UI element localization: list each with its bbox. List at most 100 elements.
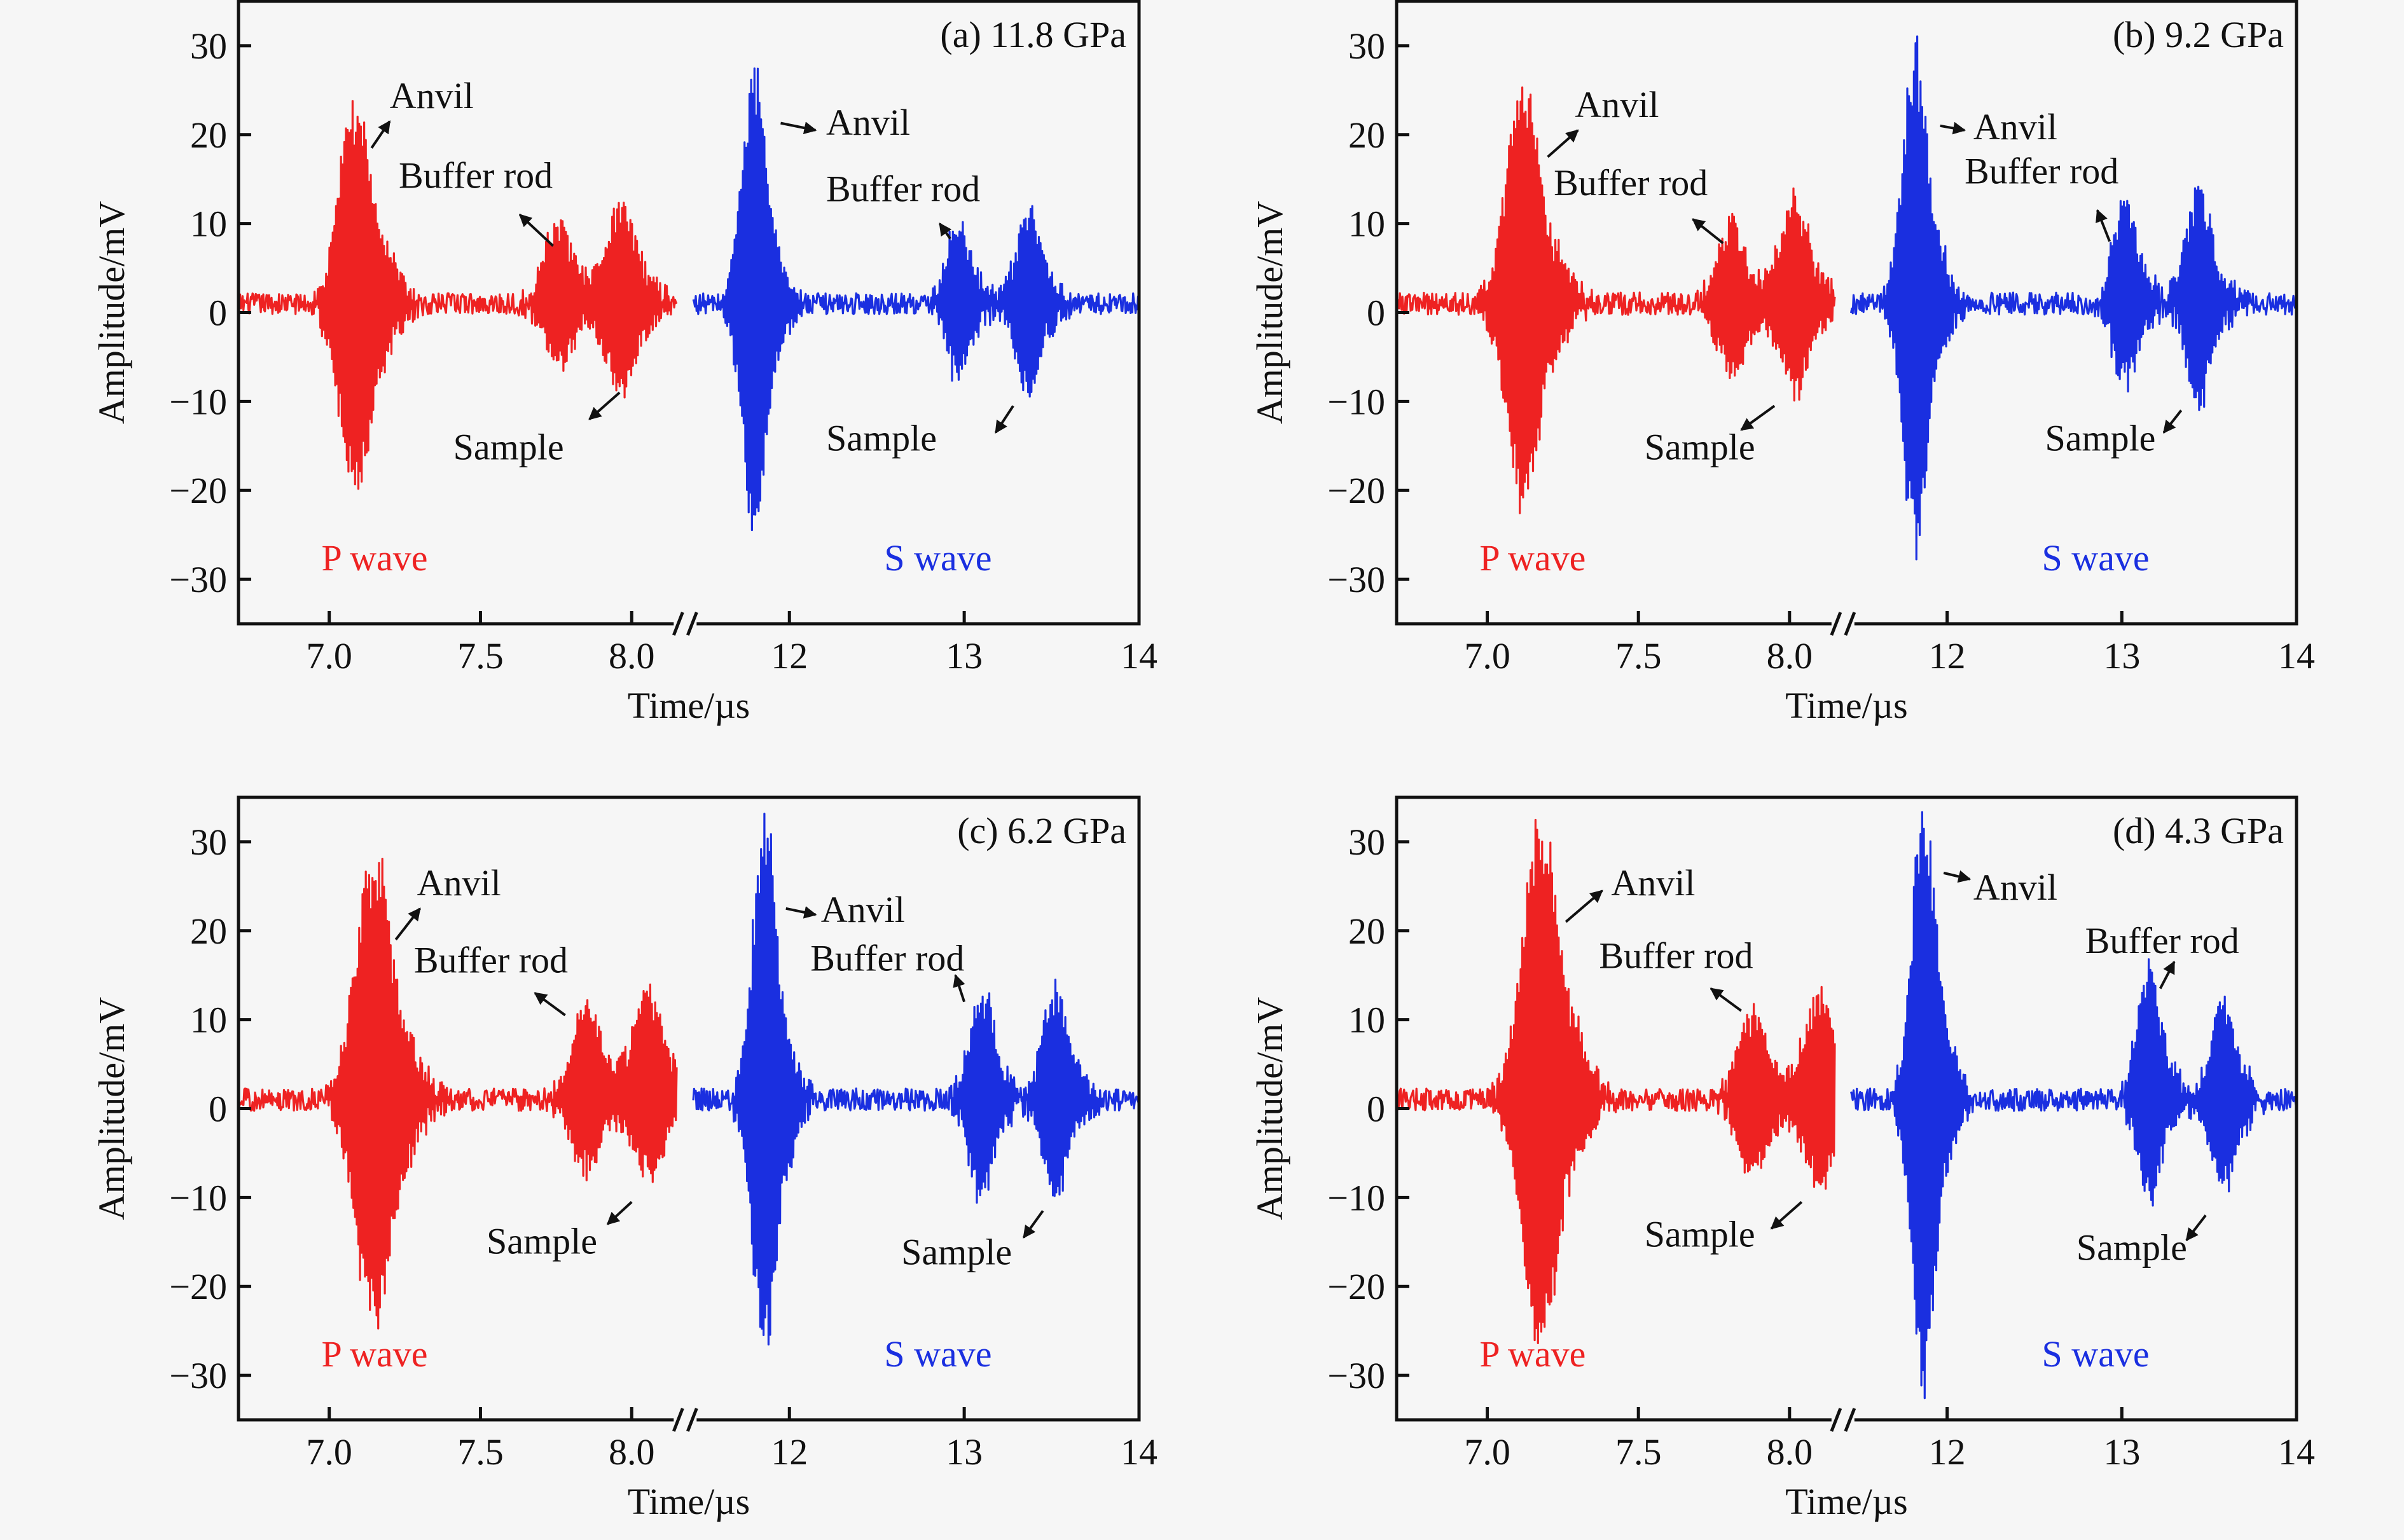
axis-break-slash <box>1844 1408 1856 1432</box>
trace-s-wave <box>1850 35 2297 561</box>
y-tick-label: 20 <box>190 911 227 952</box>
wave-label: S wave <box>884 1333 991 1375</box>
annotation-label: Sample <box>826 417 937 458</box>
annotation-sample: Sample <box>826 405 1014 458</box>
annotation-buffer-rod: Buffer rod <box>414 940 568 1017</box>
y-tick-label: 30 <box>1348 25 1385 67</box>
annotation-arrow <box>2185 1214 2207 1242</box>
annotation-label: Sample <box>487 1220 597 1262</box>
y-tick-label: 0 <box>209 1089 227 1130</box>
annotation-label: Sample <box>2045 417 2155 458</box>
annotation-buffer-rod: Buffer rod <box>810 938 966 1003</box>
y-tick-label: 20 <box>190 114 227 156</box>
annotation-buffer-rod: Buffer rod <box>2085 920 2239 989</box>
x-axis-title: Time/µs <box>628 685 750 726</box>
panel-label: (b) 9.2 GPa <box>2113 14 2284 55</box>
x-tick-label: 7.0 <box>1464 635 1510 677</box>
trace-s-wave <box>692 813 1140 1346</box>
y-axis-title: Amplitude/mV <box>1249 201 1290 424</box>
y-tick-label: −10 <box>169 381 227 422</box>
x-tick-label: 12 <box>1929 1431 1966 1473</box>
annotation-sample: Sample <box>1645 404 1776 467</box>
wave-label: S wave <box>2042 537 2150 579</box>
annotation-arrow <box>588 391 621 420</box>
y-tick-label: 30 <box>1348 822 1385 863</box>
annotation-arrow <box>1022 1210 1044 1239</box>
annotation-anvil: Anvil <box>370 75 474 149</box>
annotation-label: Anvil <box>1973 106 2057 148</box>
x-tick-label: 7.5 <box>1615 635 1662 677</box>
y-tick-label: −30 <box>169 1355 227 1396</box>
annotation-label: Buffer rod <box>399 155 553 196</box>
x-tick-label: 13 <box>2103 1431 2140 1473</box>
x-tick-label: 13 <box>946 635 983 677</box>
y-tick-label: −20 <box>169 470 227 511</box>
annotation-arrow <box>1547 129 1579 158</box>
annotation-label: Sample <box>1645 426 1755 467</box>
x-tick-label: 8.0 <box>1767 1431 1813 1473</box>
annotation-anvil: Anvil <box>1565 862 1696 923</box>
y-tick-label: 30 <box>190 822 227 863</box>
x-tick-label: 7.0 <box>306 635 352 677</box>
annotation-buffer-rod: Buffer rod <box>1965 151 2118 242</box>
x-axis-title: Time/µs <box>628 1481 750 1522</box>
annotation-arrow <box>939 222 952 240</box>
y-axis-title: Amplitude/mV <box>91 201 132 424</box>
annotation-label: Sample <box>901 1231 1012 1272</box>
annotation-arrow <box>994 405 1014 434</box>
panel-label: (c) 6.2 GPa <box>957 810 1126 851</box>
annotation-label: Buffer rod <box>1554 162 1708 203</box>
y-tick-label: −30 <box>169 559 227 600</box>
panel-label: (a) 11.8 GPa <box>940 14 1126 55</box>
trace-p-wave <box>1395 86 1836 514</box>
annotation-label: Anvil <box>417 862 501 904</box>
trace-p-wave <box>1395 818 1836 1344</box>
annotation-arrow <box>1770 1200 1803 1230</box>
annotation-buffer-rod: Buffer rod <box>399 155 554 247</box>
axis-break-mark <box>672 1408 698 1432</box>
annotation-anvil: Anvil <box>1547 84 1659 158</box>
trace-p-wave <box>237 100 678 490</box>
x-tick-label: 12 <box>771 635 808 677</box>
annotation-arrow <box>394 907 421 940</box>
annotation-arrow <box>606 1200 633 1225</box>
annotation-arrow <box>1565 890 1603 923</box>
axis-break-slash <box>686 1408 698 1432</box>
annotation-arrow <box>785 906 817 919</box>
chart-panel-a: 30 20 10 0 −10 −20 −30 7.0 7.5 8.0 12 13 14 Time/µs Am… <box>91 0 1157 726</box>
annotation-label: Sample <box>453 426 564 467</box>
y-tick-label: 10 <box>190 1000 227 1041</box>
annotation-anvil: Anvil <box>394 862 501 940</box>
annotation-label: Buffer rod <box>810 938 964 979</box>
annotation-anvil: Anvil <box>780 102 910 143</box>
annotation-label: Buffer rod <box>414 940 568 981</box>
annotation-sample: Sample <box>453 391 621 467</box>
y-tick-label: 10 <box>190 203 227 245</box>
y-tick-label: −10 <box>169 1177 227 1218</box>
axis-break-slash <box>1844 612 1856 636</box>
annotation-arrow <box>2096 209 2111 242</box>
x-tick-label: 12 <box>771 1431 808 1473</box>
annotation-arrow <box>370 120 391 149</box>
annotation-arrow <box>1943 870 1972 883</box>
annotation-sample: Sample <box>901 1210 1044 1272</box>
y-tick-label: 10 <box>1348 1000 1385 1041</box>
x-axis-title: Time/µs <box>1785 1481 1907 1522</box>
panel-label: (d) 4.3 GPa <box>2113 810 2284 851</box>
y-tick-label: 20 <box>1348 911 1385 952</box>
annotation-arrow <box>780 121 817 135</box>
annotation-buffer-rod: Buffer rod <box>1599 935 1753 1012</box>
wave-label: P wave <box>1479 1333 1585 1375</box>
y-tick-label: −20 <box>1327 470 1385 511</box>
x-tick-label: 7.5 <box>457 1431 504 1473</box>
annotation-sample: Sample <box>1645 1200 1803 1255</box>
axis-break-mark <box>1830 1408 1856 1432</box>
y-axis-title: Amplitude/mV <box>91 997 132 1220</box>
axis-break-slash <box>1830 612 1842 636</box>
x-axis-title: Time/µs <box>1785 685 1907 726</box>
axis-break-slash <box>1830 1408 1842 1432</box>
annotation-buffer-rod: Buffer rod <box>826 168 980 240</box>
trace-s-wave <box>1850 811 2297 1399</box>
chart-panel-d: 30 20 10 0 −10 −20 −30 7.0 7.5 8.0 12 13 14 Time/µs Am… <box>1249 795 2315 1522</box>
